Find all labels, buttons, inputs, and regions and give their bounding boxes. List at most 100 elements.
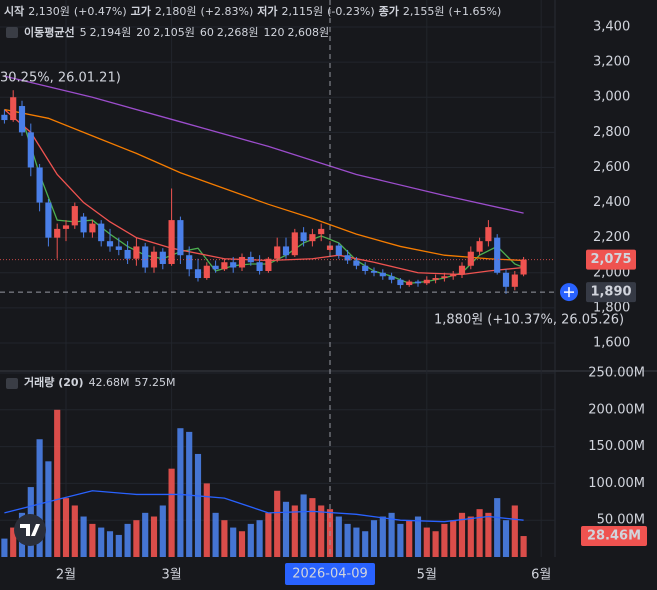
candle-body [476, 241, 483, 252]
candle-body [10, 97, 17, 121]
volume-bar [467, 516, 474, 557]
y-tick-label: 3,200 [593, 55, 630, 70]
volume-bar [379, 516, 386, 557]
volume-bar [194, 453, 202, 557]
y-tick-label: 2,200 [593, 230, 630, 245]
volume-bar [98, 527, 105, 557]
candle-body [344, 255, 351, 261]
last-price-label: 2,075 [590, 252, 631, 267]
candle-body [282, 246, 290, 256]
volume-bar [353, 527, 360, 557]
volume-bar [502, 520, 510, 557]
volume-bar [106, 531, 114, 557]
candle-body [238, 256, 246, 268]
crosshair-date-label: 2026-04-09 [292, 567, 368, 582]
volume-bar [247, 523, 254, 557]
candle-body [335, 245, 342, 256]
volume-bar [124, 523, 131, 557]
info-text: 2,130원 [28, 5, 70, 18]
low-note: 1,880원 (+10.37%, 26.05.26) [434, 313, 624, 328]
add-icon [564, 287, 574, 298]
candle-body [318, 228, 325, 235]
legend-name: 60 [200, 26, 214, 39]
volume-bar [62, 498, 70, 557]
last-volume-label: 28.46M [587, 529, 641, 544]
volume-bar [45, 461, 52, 557]
ma-title: 이동평균선 [24, 25, 75, 39]
volume-bar [230, 527, 237, 557]
candle-body [54, 228, 61, 238]
candle-body [414, 281, 422, 284]
candle-body [388, 276, 395, 280]
candle-body [36, 167, 43, 203]
candle-body [142, 246, 149, 268]
candle-body [362, 265, 369, 272]
volume-bar [520, 536, 527, 557]
candle-body [168, 220, 175, 264]
volume-bar [362, 531, 369, 557]
candle-body [458, 265, 466, 275]
info-text: 2,115원 [282, 5, 324, 18]
candle-body [432, 278, 439, 280]
volume-bar [212, 512, 219, 557]
y2-tick-label: 250.00M [588, 366, 645, 381]
candle-body [485, 227, 492, 242]
candle-body [511, 274, 518, 287]
info-text: (-0.23%) [327, 5, 375, 18]
candle-body [203, 265, 210, 279]
crosshair-price-label: 1,890 [590, 285, 631, 300]
crosshair-badge [586, 282, 636, 303]
volume-bar [344, 523, 351, 557]
candle-body [406, 281, 413, 286]
info-text: 시작 [4, 4, 24, 18]
y-tick-label: 1,800 [593, 300, 630, 315]
ma-line [4, 75, 524, 214]
volume-bar [159, 505, 166, 557]
legend-value: 2,608원 [287, 26, 329, 39]
y-tick-label: 3,000 [593, 90, 630, 105]
candle-body [309, 234, 316, 242]
volume-bar [150, 516, 158, 557]
candle-body [221, 262, 228, 270]
volume-bar [282, 501, 290, 557]
y-tick-label: 1,600 [593, 335, 630, 350]
candle-body [441, 276, 448, 279]
volume-bar [511, 505, 518, 557]
y-tick-label: 2,600 [593, 160, 630, 175]
candle-body [423, 279, 430, 284]
candle-body [186, 255, 193, 270]
volume-bar [133, 520, 140, 557]
candle-body [520, 259, 527, 275]
y2-tick-label: 100.00M [588, 476, 645, 491]
volume-bar [10, 527, 17, 557]
volume-bar [397, 523, 404, 557]
volume-bar [54, 409, 61, 557]
candle-body [353, 260, 360, 266]
candle-body [291, 232, 298, 256]
volume-bar [168, 468, 175, 557]
volume-bar [89, 523, 96, 557]
info-text: 저가 [257, 4, 277, 18]
candle-body [80, 216, 87, 233]
volume-bar [186, 431, 193, 557]
volume-bar [458, 512, 466, 557]
volume-bar [450, 520, 457, 557]
volume-ma-line [4, 490, 524, 523]
candle-body [502, 272, 510, 287]
volume-value: 42.68M [89, 376, 130, 389]
candle-body [124, 249, 131, 259]
volume-bar [238, 531, 246, 557]
candle-body [27, 132, 34, 168]
info-text: (+0.47%) [74, 5, 127, 18]
candle-body [177, 220, 184, 256]
last-price-badge [586, 249, 636, 270]
x-tick-label: 2월 [56, 568, 76, 583]
logo-mark [20, 524, 40, 536]
volume-bar [203, 483, 210, 557]
legend-value: 2,105원 [153, 26, 195, 39]
volume-bar [256, 520, 263, 557]
volume-bar [300, 494, 307, 557]
legend-name: 120 [263, 26, 284, 39]
volume-bar [265, 512, 272, 557]
candle-body [89, 223, 96, 233]
